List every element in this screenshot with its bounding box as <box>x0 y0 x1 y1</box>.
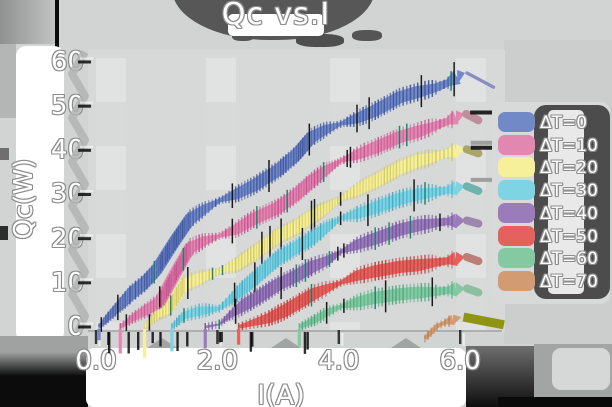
series-tip <box>455 282 465 297</box>
series-tip <box>457 69 465 85</box>
series-tip <box>455 110 465 125</box>
series-tail <box>462 253 483 266</box>
label-bbox <box>86 348 466 407</box>
shadow-artifact <box>232 31 254 41</box>
series-ΔT=40 <box>203 212 483 349</box>
x-tick-label: 2.0 <box>196 346 239 376</box>
shadow-artifact <box>498 397 612 407</box>
series-tip <box>455 213 465 229</box>
shadow-artifact <box>296 34 344 47</box>
series-ΔT=0 <box>97 62 496 354</box>
series-tail <box>465 71 496 89</box>
legend-label: ΔT=50 <box>540 226 598 247</box>
series-band <box>423 314 455 340</box>
shadow-artifact <box>0 0 56 44</box>
y-axis-spine <box>68 49 89 334</box>
shadow-artifact <box>55 0 59 48</box>
shadow-artifact <box>271 338 301 348</box>
legend-swatch <box>498 202 535 223</box>
shadow-artifact <box>0 148 9 160</box>
legend-swatch <box>498 225 535 246</box>
legend-label: ΔT=60 <box>540 249 598 270</box>
series-band <box>298 282 457 329</box>
series-tail <box>462 284 483 297</box>
label-bbox <box>548 110 584 294</box>
chart-title: Qc vs.I <box>221 0 331 32</box>
legend-label: ΔT=30 <box>540 181 598 202</box>
x-tick-label: 4.0 <box>318 346 360 376</box>
series-tip <box>455 143 465 159</box>
series-ΔT=50 <box>237 251 483 352</box>
legend-label: ΔT=20 <box>540 158 598 179</box>
label-bbox <box>16 46 64 342</box>
shadow-artifact <box>0 336 88 407</box>
shadow-artifact <box>552 348 610 390</box>
series-tip <box>455 181 465 196</box>
x-axis-label: I(A) <box>257 380 305 407</box>
series-tail <box>462 145 483 158</box>
series-tip <box>455 251 465 267</box>
shadow-artifact <box>352 30 382 41</box>
shadow-artifact <box>466 346 534 407</box>
shadow-artifact <box>391 338 421 348</box>
legend-swatch <box>498 270 535 291</box>
legend-swatch <box>498 134 535 155</box>
series-tip <box>452 314 462 326</box>
legend-swatch <box>498 157 535 178</box>
legend-label: ΔT=70 <box>540 271 598 292</box>
legend-swatch <box>498 180 535 201</box>
legend-label: ΔT=10 <box>540 135 598 156</box>
series-ΔT=70 <box>423 312 505 343</box>
series-tail <box>462 216 483 228</box>
shadow-artifact <box>0 44 16 118</box>
series-ΔT=20 <box>142 140 495 358</box>
series-ΔT=10 <box>118 109 495 354</box>
shadow-artifact <box>96 58 126 330</box>
legend-label: ΔT=40 <box>540 203 598 224</box>
label-bbox <box>228 14 324 36</box>
x-tick-label: 6.0 <box>439 346 481 376</box>
shadow-artifact <box>147 338 177 348</box>
series-tail <box>462 182 483 195</box>
shadow-artifact <box>0 226 8 240</box>
series-ΔT=30 <box>170 177 495 352</box>
series-band <box>143 144 458 329</box>
legend-swatch <box>498 248 535 269</box>
series-ΔT=60 <box>297 277 483 354</box>
legend-label: ΔT=0 <box>540 113 588 133</box>
series-tail <box>462 109 483 125</box>
series-tail <box>462 312 505 330</box>
legend-swatch <box>498 112 535 132</box>
